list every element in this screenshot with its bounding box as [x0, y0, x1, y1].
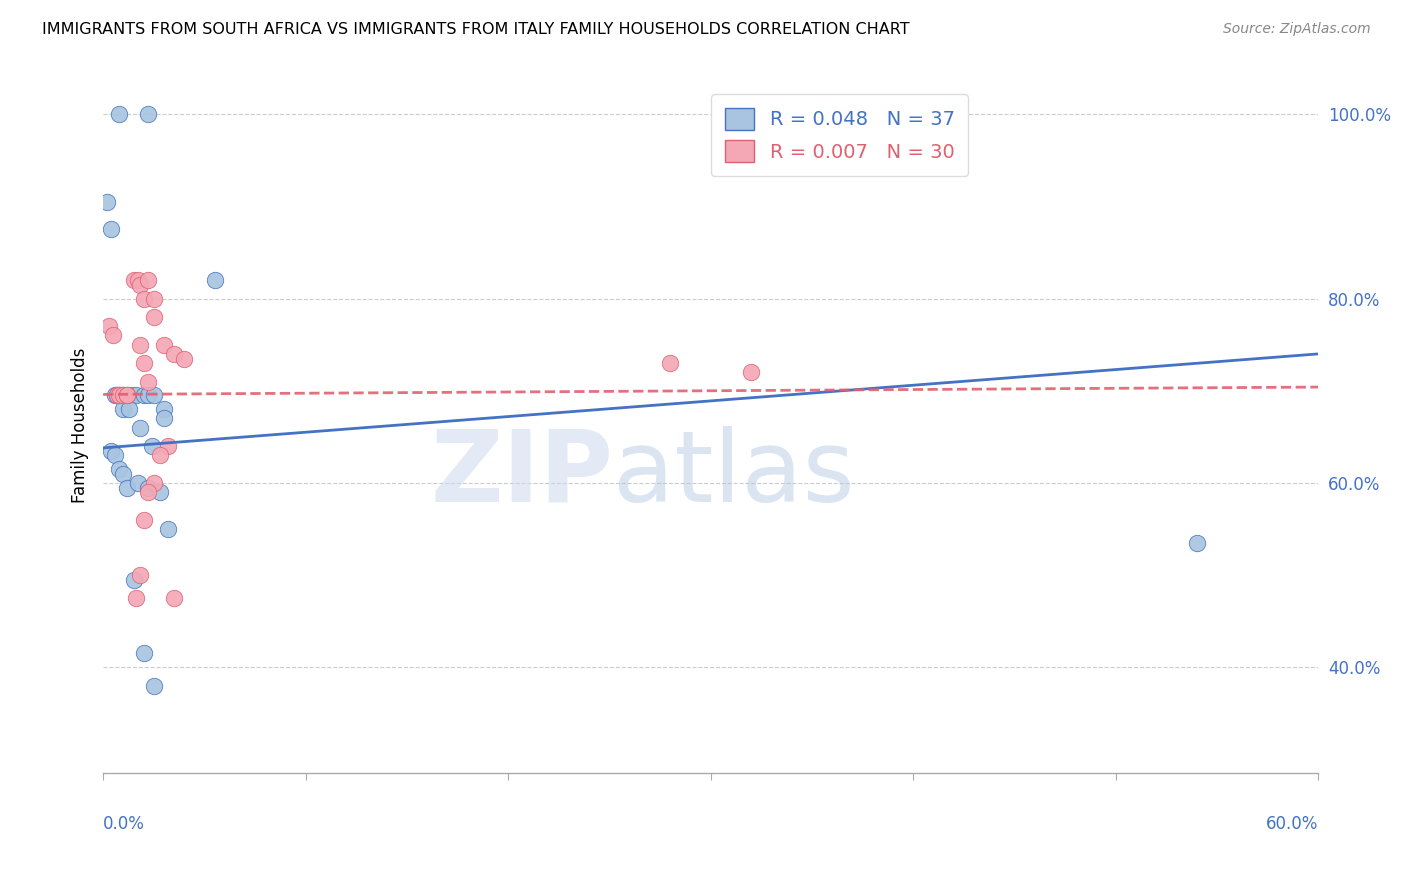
Point	[128, 568, 150, 582]
Point	[112, 402, 135, 417]
Point	[204, 273, 226, 287]
Point	[132, 356, 155, 370]
Point	[104, 448, 127, 462]
Y-axis label: Family Households: Family Households	[72, 348, 89, 503]
Point	[128, 420, 150, 434]
Point	[142, 388, 165, 402]
Text: 0.0%: 0.0%	[103, 815, 145, 833]
Point	[108, 107, 131, 121]
Point	[100, 222, 122, 236]
Point	[142, 475, 165, 490]
Point	[122, 273, 145, 287]
Point	[132, 388, 155, 402]
Point	[128, 337, 150, 351]
Point	[136, 481, 159, 495]
Point	[124, 388, 146, 402]
Point	[163, 347, 186, 361]
Point	[149, 448, 172, 462]
Text: 60.0%: 60.0%	[1265, 815, 1319, 833]
Point	[103, 328, 125, 343]
Point	[100, 443, 122, 458]
Point	[108, 388, 131, 402]
Point	[132, 513, 155, 527]
Point	[136, 388, 159, 402]
Text: IMMIGRANTS FROM SOUTH AFRICA VS IMMIGRANTS FROM ITALY FAMILY HOUSEHOLDS CORRELAT: IMMIGRANTS FROM SOUTH AFRICA VS IMMIGRAN…	[42, 22, 910, 37]
Point	[104, 388, 127, 402]
Point	[117, 388, 139, 402]
Legend: R = 0.048   N = 37, R = 0.007   N = 30: R = 0.048 N = 37, R = 0.007 N = 30	[711, 95, 969, 176]
Point	[163, 591, 186, 606]
Point	[659, 356, 682, 370]
Point	[122, 573, 145, 587]
Point	[127, 273, 149, 287]
Point	[142, 292, 165, 306]
Point	[730, 107, 752, 121]
Point	[720, 107, 742, 121]
Point	[112, 467, 135, 481]
Point	[117, 388, 139, 402]
Point	[108, 388, 131, 402]
Point	[121, 388, 143, 402]
Point	[117, 388, 139, 402]
Text: ZIP: ZIP	[430, 425, 613, 523]
Point	[173, 351, 195, 366]
Point	[98, 319, 121, 334]
Point	[118, 402, 141, 417]
Point	[136, 485, 159, 500]
Point	[112, 388, 135, 402]
Point	[141, 439, 163, 453]
Text: atlas: atlas	[613, 425, 855, 523]
Point	[136, 273, 159, 287]
Point	[128, 277, 150, 292]
Point	[117, 481, 139, 495]
Point	[156, 522, 179, 536]
Point	[149, 485, 172, 500]
Point	[110, 388, 132, 402]
Point	[108, 462, 131, 476]
Text: Source: ZipAtlas.com: Source: ZipAtlas.com	[1223, 22, 1371, 37]
Point	[153, 337, 176, 351]
Point	[124, 591, 146, 606]
Point	[127, 475, 149, 490]
Point	[105, 388, 128, 402]
Point	[105, 388, 128, 402]
Point	[142, 310, 165, 324]
Point	[96, 194, 118, 209]
Point	[153, 402, 176, 417]
Point	[136, 375, 159, 389]
Point	[153, 411, 176, 425]
Point	[156, 439, 179, 453]
Point	[112, 388, 135, 402]
Point	[142, 679, 165, 693]
Point	[132, 292, 155, 306]
Point	[1185, 536, 1208, 550]
Point	[740, 365, 762, 379]
Point	[132, 647, 155, 661]
Point	[136, 107, 159, 121]
